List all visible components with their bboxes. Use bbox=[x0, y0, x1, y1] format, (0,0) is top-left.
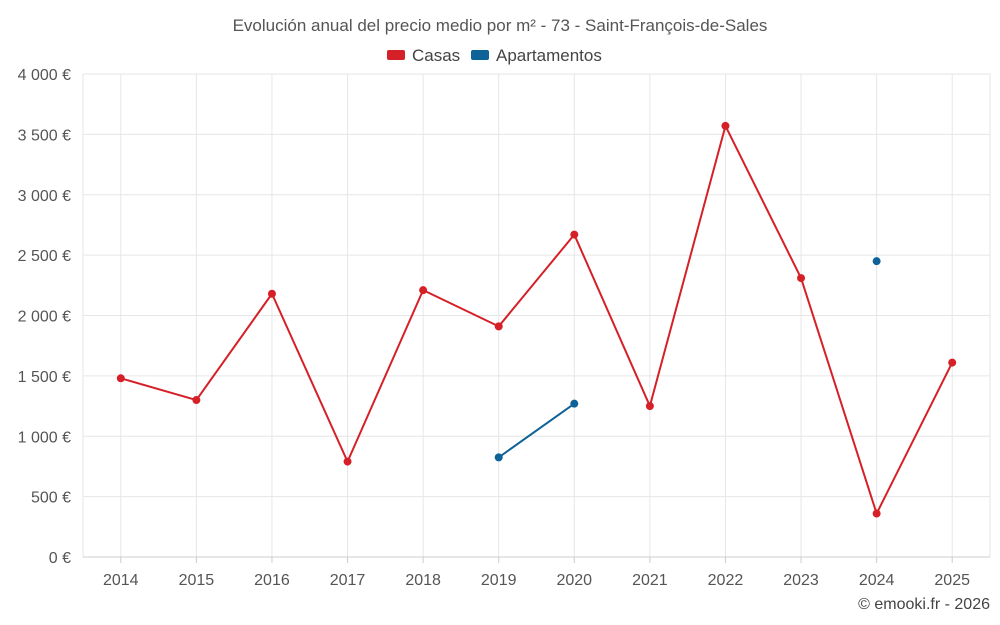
data-point-casas-2015[interactable] bbox=[192, 396, 201, 405]
data-point-casas-2023[interactable] bbox=[797, 274, 806, 283]
y-tick-label: 3 500 € bbox=[18, 127, 71, 144]
x-tick-label: 2015 bbox=[179, 572, 215, 589]
axes bbox=[83, 556, 990, 563]
series-casas bbox=[116, 121, 957, 518]
y-tick-label: 2 000 € bbox=[18, 309, 71, 326]
y-tick-label: 2 500 € bbox=[18, 248, 71, 265]
legend-swatch-apartamentos bbox=[471, 50, 489, 60]
y-tick-label: 500 € bbox=[31, 490, 71, 507]
series-line-casas bbox=[120, 124, 954, 515]
series bbox=[116, 121, 957, 518]
series-apartamentos bbox=[494, 257, 881, 462]
legend-item-casas[interactable]: Casas bbox=[387, 46, 460, 65]
data-point-casas-2016[interactable] bbox=[267, 289, 276, 298]
data-point-casas-2024[interactable] bbox=[872, 509, 881, 518]
x-tick-label: 2021 bbox=[632, 572, 668, 589]
x-tick-label: 2020 bbox=[556, 572, 592, 589]
legend-swatch-casas bbox=[387, 50, 405, 60]
data-point-casas-2025[interactable] bbox=[948, 358, 957, 367]
legend-label-casas: Casas bbox=[412, 46, 460, 65]
y-tick-label: 0 € bbox=[49, 550, 71, 567]
data-point-casas-2022[interactable] bbox=[721, 121, 730, 130]
data-point-casas-2014[interactable] bbox=[116, 374, 125, 383]
y-tick-labels: 0 € 500 € 1 000 € 1 500 € 2 000 € 2 500 € 3 00… bbox=[18, 67, 71, 567]
legend-label-apartamentos: Apartamentos bbox=[496, 46, 602, 65]
data-point-casas-2020[interactable] bbox=[570, 230, 579, 239]
footer-credit: © emooki.fr - 2026 bbox=[858, 596, 990, 613]
y-tick-label: 4 000 € bbox=[18, 67, 71, 84]
data-point-casas-2018[interactable] bbox=[419, 286, 428, 295]
data-point-casas-2021[interactable] bbox=[645, 402, 654, 411]
y-tick-label: 1 500 € bbox=[18, 369, 71, 386]
x-tick-label: 2023 bbox=[783, 572, 819, 589]
grid bbox=[82, 73, 991, 557]
series-line-apartamentos bbox=[498, 402, 575, 459]
data-point-casas-2019[interactable] bbox=[494, 322, 503, 331]
x-tick-label: 2024 bbox=[859, 572, 895, 589]
y-tick-label: 3 000 € bbox=[18, 188, 71, 205]
x-tick-label: 2018 bbox=[405, 572, 441, 589]
legend: Casas Apartamentos bbox=[387, 46, 602, 65]
data-point-apartamentos-2019[interactable] bbox=[494, 453, 503, 462]
data-point-apartamentos-2020[interactable] bbox=[570, 399, 579, 408]
x-tick-label: 2022 bbox=[708, 572, 744, 589]
x-tick-labels: 2014 2015 2016 2017 2018 2019 2020 2021 2022 2023… bbox=[103, 572, 970, 589]
chart-title: Evolución anual del precio medio por m² … bbox=[233, 16, 768, 35]
data-point-casas-2017[interactable] bbox=[343, 457, 352, 466]
x-tick-label: 2014 bbox=[103, 572, 139, 589]
y-tick-label: 1 000 € bbox=[18, 429, 71, 446]
x-tick-label: 2025 bbox=[934, 572, 970, 589]
x-tick-label: 2016 bbox=[254, 572, 290, 589]
legend-item-apartamentos[interactable]: Apartamentos bbox=[471, 46, 602, 65]
x-tick-label: 2017 bbox=[330, 572, 366, 589]
x-tick-label: 2019 bbox=[481, 572, 517, 589]
data-point-apartamentos-2024[interactable] bbox=[872, 257, 881, 266]
